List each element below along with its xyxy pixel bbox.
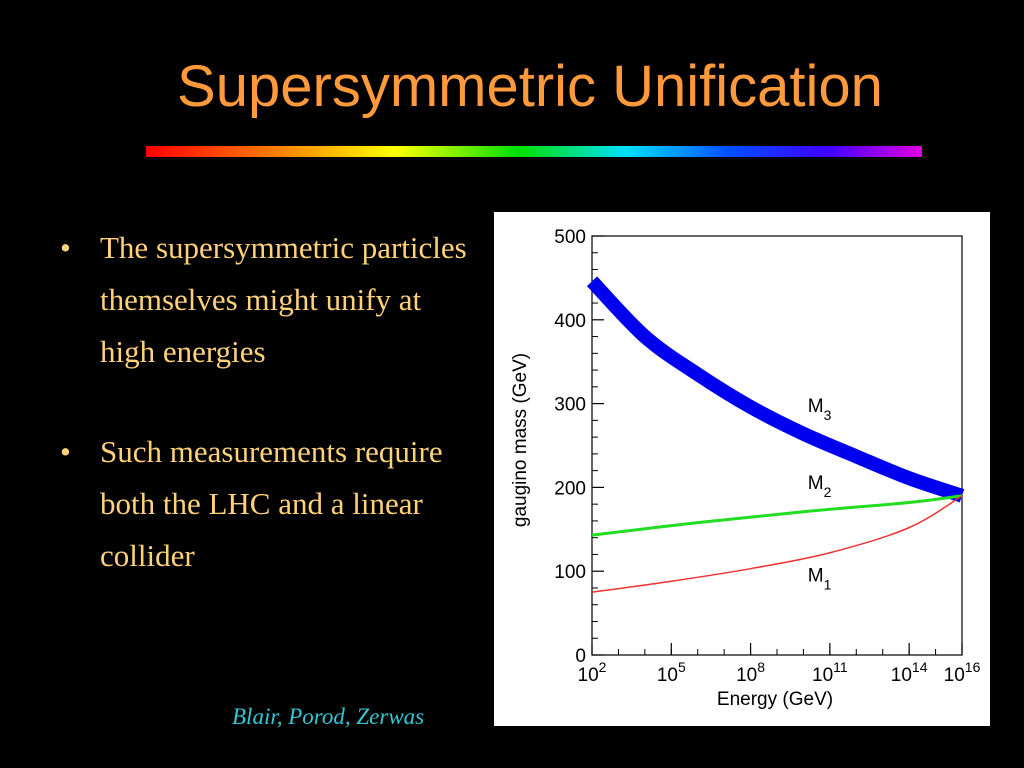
y-tick-label: 200 [554, 478, 586, 499]
x-tick-label: 105 [657, 659, 686, 686]
bullet-item: The supersymmetric particles themselves … [60, 222, 480, 378]
credit-text: Blair, Porod, Zerwas [232, 704, 425, 729]
bullet-list: The supersymmetric particles themselves … [60, 222, 480, 630]
series-line-m1 [591, 495, 963, 593]
slide-title: Supersymmetric Unification [177, 54, 883, 119]
x-tick-label: 102 [578, 659, 607, 686]
series-label-m3: M3 [808, 396, 832, 423]
y-tick-label: 400 [554, 311, 586, 332]
y-tick-label: 300 [554, 395, 586, 416]
series-line-m3 [586, 276, 965, 503]
series-line-m2 [591, 494, 963, 537]
series-label-m1: M1 [808, 565, 832, 592]
x-tick-label: 108 [736, 659, 765, 686]
y-axis-label: gaugino mass (GeV) [510, 353, 531, 527]
series-label-m2: M2 [808, 473, 832, 500]
bullet-item: Such measurements require both the LHC a… [60, 426, 480, 582]
x-tick-label: 1011 [812, 659, 848, 686]
y-tick-label: 100 [554, 562, 586, 583]
chart-panel: 0 100 200 300 400 500 102 105 108 1011 1014 1016 M3 M… [494, 212, 990, 726]
y-tick-label: 0 [575, 646, 586, 667]
x-tick-label: 1016 [944, 659, 981, 686]
x-axis-label: Energy (GeV) [717, 689, 833, 710]
y-tick-label: 500 [554, 227, 586, 248]
rainbow-divider [146, 146, 922, 157]
plot-frame [591, 235, 963, 656]
x-tick-label: 1014 [891, 659, 928, 686]
gaugino-mass-chart: 0 100 200 300 400 500 102 105 108 1011 1014 1016 M3 M… [510, 227, 981, 710]
